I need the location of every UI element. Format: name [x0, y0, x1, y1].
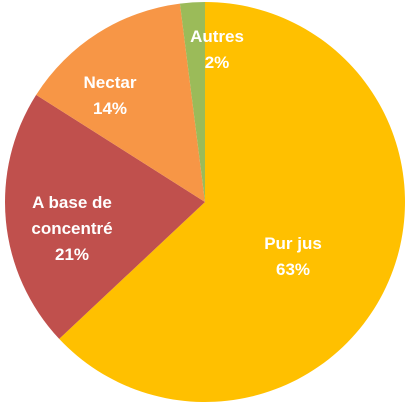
pie-slice [179, 2, 205, 202]
pie-slice [59, 2, 406, 402]
slice-label: Pur jus 63% [233, 231, 353, 283]
value-label: 21% [54, 245, 90, 264]
category-label: Pur jus [264, 234, 322, 253]
slice-label: A base de concentré 21% [17, 190, 127, 268]
category-label: A base de concentré [31, 193, 113, 238]
pie-slice [36, 3, 205, 203]
value-label: 14% [92, 99, 128, 118]
category-label: Nectar [83, 73, 137, 92]
slice-label: Autres 2% [177, 24, 257, 76]
category-label: Autres [190, 27, 244, 46]
slice-label: Nectar 14% [65, 70, 155, 122]
value-label: 63% [275, 260, 311, 279]
value-label: 2% [204, 53, 230, 72]
pie-slice [4, 94, 205, 339]
